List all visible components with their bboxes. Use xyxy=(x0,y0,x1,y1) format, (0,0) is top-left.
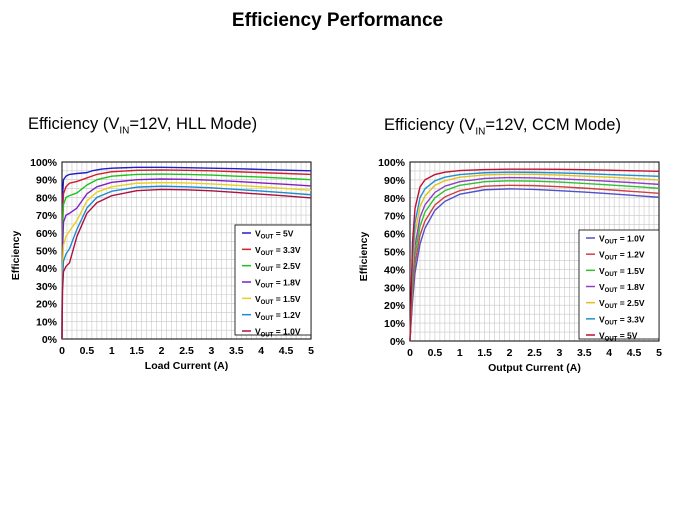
y-tick-label: 50% xyxy=(36,246,58,258)
x-tick-label: 3 xyxy=(556,347,562,359)
y-tick-label: 100% xyxy=(378,157,406,169)
series-line xyxy=(409,173,660,342)
legend-label: VOUT = 2.5V xyxy=(599,298,645,310)
y-tick-label: 70% xyxy=(36,210,58,222)
series-line xyxy=(409,188,660,342)
y-tick-label: 20% xyxy=(36,299,58,311)
legend-label: VOUT = 1.5V xyxy=(255,294,301,306)
x-tick-label: 4 xyxy=(606,347,612,359)
x-tick-label: 1.5 xyxy=(477,347,492,359)
y-tick-label: 50% xyxy=(384,247,406,259)
x-tick-label: 0 xyxy=(407,347,413,359)
y-tick-label: 0% xyxy=(42,334,58,346)
chart-caption-ccm: Efficiency (VIN=12V, CCM Mode) xyxy=(384,116,621,137)
x-tick-label: 3 xyxy=(208,345,214,357)
legend-label: VOUT = 5V xyxy=(599,331,638,343)
caption-suffix: =12V, CCM Mode) xyxy=(485,116,621,134)
legend-label: VOUT = 1.8V xyxy=(255,278,301,290)
series-line xyxy=(409,184,660,342)
legend-box xyxy=(578,229,660,340)
x-tick-label: 2 xyxy=(159,345,165,357)
y-tick-label: 60% xyxy=(384,229,406,241)
series-line xyxy=(409,171,660,342)
x-tick-label: 3.5 xyxy=(577,347,592,359)
series-line xyxy=(61,166,312,340)
y-tick-label: 30% xyxy=(384,282,406,294)
x-tick-label: 0.5 xyxy=(428,347,443,359)
x-tick-label: 2.5 xyxy=(527,347,542,359)
y-axis-label: Efficiency xyxy=(10,231,22,281)
caption-suffix: =12V, HLL Mode) xyxy=(129,115,258,133)
x-tick-label: 3.5 xyxy=(229,345,244,357)
y-tick-label: 10% xyxy=(384,318,406,330)
y-tick-label: 70% xyxy=(384,211,406,223)
y-tick-label: 0% xyxy=(390,336,406,348)
x-tick-label: 5 xyxy=(656,347,662,359)
y-tick-label: 30% xyxy=(36,281,58,293)
legend-label: VOUT = 3.3V xyxy=(255,245,301,257)
y-tick-label: 40% xyxy=(36,263,58,275)
x-tick-label: 4.5 xyxy=(627,347,642,359)
series-line xyxy=(61,173,312,340)
series-line xyxy=(409,176,660,342)
series-line xyxy=(61,181,312,340)
x-tick-label: 1.5 xyxy=(129,345,144,357)
series-line xyxy=(409,180,660,342)
y-axis-label: Efficiency xyxy=(358,232,370,282)
series-line xyxy=(61,178,312,340)
y-tick-label: 90% xyxy=(36,175,58,187)
x-axis-label: Output Current (A) xyxy=(488,362,581,374)
y-tick-label: 40% xyxy=(384,264,406,276)
page-title: Efficiency Performance xyxy=(231,10,444,31)
y-tick-label: 80% xyxy=(36,192,58,204)
caption-prefix: Efficiency (V xyxy=(384,116,476,134)
legend-label: VOUT = 1.2V xyxy=(599,250,645,262)
series-line xyxy=(61,185,312,340)
caption-prefix: Efficiency (V xyxy=(28,115,120,133)
legend-box xyxy=(234,224,312,336)
legend-label: VOUT = 5V xyxy=(255,229,294,241)
caption-subscript: IN xyxy=(119,125,130,137)
y-tick-label: 90% xyxy=(384,175,406,187)
legend-label: VOUT = 1.8V xyxy=(599,282,645,294)
series-line xyxy=(409,168,660,342)
x-tick-label: 2.5 xyxy=(179,345,194,357)
legend-label: VOUT = 1.0V xyxy=(255,327,301,339)
x-tick-label: 0.5 xyxy=(80,345,95,357)
x-tick-label: 5 xyxy=(308,345,314,357)
legend-label: VOUT = 1.5V xyxy=(599,266,645,278)
series-line xyxy=(61,169,312,340)
x-tick-label: 0 xyxy=(59,345,65,357)
y-tick-label: 80% xyxy=(384,193,406,205)
legend-label: VOUT = 1.2V xyxy=(255,310,301,322)
legend-label: VOUT = 3.3V xyxy=(599,314,645,326)
x-tick-label: 2 xyxy=(507,347,513,359)
x-tick-label: 4.5 xyxy=(279,345,294,357)
y-tick-label: 100% xyxy=(30,157,58,169)
series-line xyxy=(61,188,312,340)
x-axis-label: Load Current (A) xyxy=(145,360,228,372)
caption-subscript: IN xyxy=(475,126,486,138)
legend-label: VOUT = 2.5V xyxy=(255,261,301,273)
y-tick-label: 60% xyxy=(36,228,58,240)
y-tick-label: 20% xyxy=(384,300,406,312)
y-tick-label: 10% xyxy=(36,316,58,328)
legend-label: VOUT = 1.0V xyxy=(599,234,645,246)
chart-caption-hll: Efficiency (VIN=12V, HLL Mode) xyxy=(28,115,257,136)
x-tick-label: 1 xyxy=(109,345,115,357)
x-tick-label: 4 xyxy=(258,345,264,357)
x-tick-label: 1 xyxy=(457,347,463,359)
